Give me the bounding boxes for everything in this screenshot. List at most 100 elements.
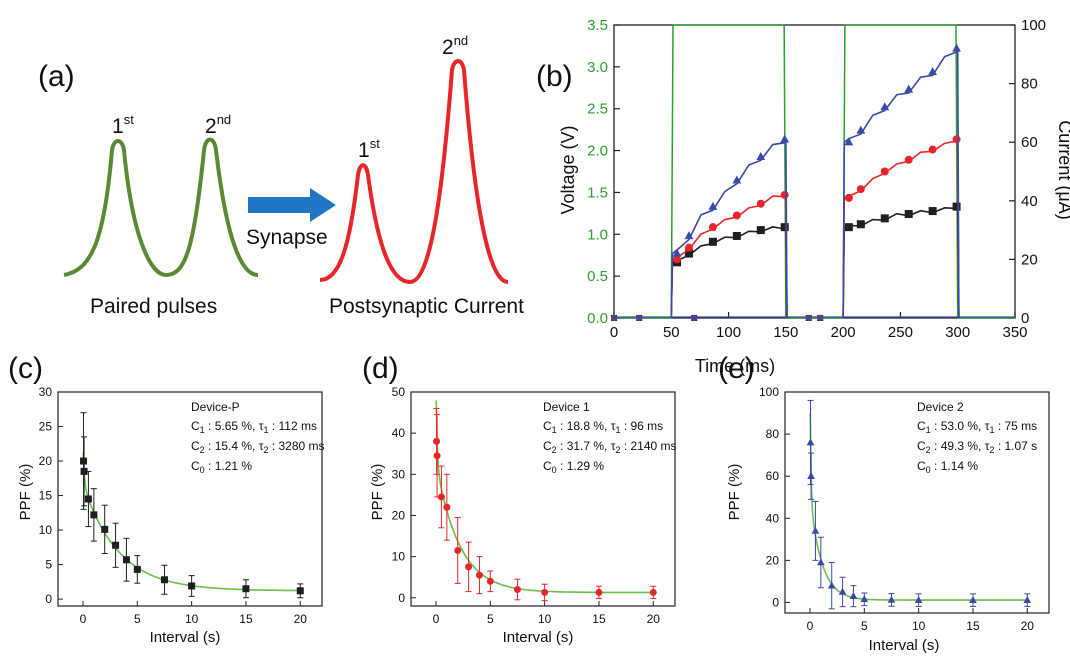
peak-label-2nd: 2nd — [205, 112, 231, 138]
current-marker — [684, 231, 694, 240]
peak-label-1st: 1st — [358, 136, 380, 162]
fit-text: : 31.7 %, — [557, 439, 611, 453]
x-tick-label: 20 — [1021, 619, 1035, 633]
peak-label-sup: st — [124, 112, 135, 127]
current-marker — [952, 202, 961, 211]
y-tick-label-left: 2.5 — [587, 101, 608, 118]
y-tick-label-right: 0 — [1021, 310, 1029, 327]
current-marker — [856, 185, 865, 194]
current-marker — [756, 152, 766, 161]
data-point — [811, 526, 820, 534]
fit-sub: 0 — [926, 465, 931, 475]
fit-text: : 2140 ms — [620, 439, 676, 453]
fit-text: : 49.3 %, — [931, 439, 985, 453]
fit-text: C — [917, 459, 926, 473]
fit-line-3: C0 : 1.29 % — [543, 459, 604, 475]
x-tick-label: 10 — [185, 612, 199, 626]
fit-text: C — [543, 439, 552, 453]
panel-a: (a) Synapse 1st 2nd 1st 2nd Paired pulse… — [38, 33, 524, 318]
y-tick-label: 20 — [392, 508, 406, 522]
fit-sub: 2 — [989, 445, 994, 455]
fit-text: : 1.14 % — [931, 459, 979, 473]
peak-label-text: 2 — [442, 36, 454, 59]
interval-axis-label: Interval (s) — [150, 629, 221, 646]
peak-label-2nd: 2nd — [442, 33, 468, 59]
fit-sub: 2 — [552, 445, 557, 455]
x-tick-label: 50 — [663, 324, 680, 341]
device-name: Device 2 — [917, 400, 964, 414]
y-tick-label: 0 — [398, 591, 405, 605]
device-name: Device-P — [191, 400, 240, 414]
x-tick-label: 15 — [239, 612, 253, 626]
current-line — [842, 136, 960, 319]
arrow-shaft — [248, 197, 312, 213]
y-tick-label: 0 — [45, 592, 52, 606]
data-point — [806, 438, 815, 446]
fit-sub: 2 — [926, 445, 931, 455]
data-point — [443, 503, 451, 511]
current-marker — [732, 175, 742, 184]
time-axis-label: Time (ms) — [695, 356, 775, 376]
y-tick-label-left: 1.0 — [587, 226, 608, 243]
y-tick-label: 30 — [39, 385, 53, 399]
x-tick-label: 5 — [861, 619, 868, 633]
data-point — [595, 588, 603, 596]
fit-parameters: Device 2 C1 : 53.0 %, τ1 : 75 ms C2 : 49… — [917, 400, 1037, 475]
data-point — [80, 457, 88, 465]
current-marker — [732, 211, 741, 220]
x-tick-label: 5 — [134, 612, 141, 626]
x-tick-label: 10 — [912, 619, 926, 633]
current-line — [842, 48, 960, 319]
y-tick-label-left: 3.0 — [587, 59, 608, 76]
data-point — [433, 452, 441, 460]
data-point — [1023, 595, 1032, 603]
ppf-axis-label: PPF (%) — [726, 464, 743, 521]
data-point — [513, 586, 521, 594]
data-point — [465, 563, 473, 571]
fit-line-1: C1 : 5.65 %, τ1 : 112 ms — [191, 419, 317, 435]
fit-text: C — [917, 439, 926, 453]
x-tick-label: 15 — [592, 612, 606, 626]
device-name: Device 1 — [543, 400, 590, 414]
current-marker — [684, 243, 693, 252]
fit-text: τ — [611, 419, 616, 433]
current-marker — [844, 193, 853, 202]
panel-a-label: (a) — [38, 60, 75, 93]
current-marker — [756, 199, 765, 208]
current-marker — [844, 137, 854, 146]
current-marker — [708, 223, 717, 232]
fit-text: C — [543, 419, 552, 433]
fit-sub: 1 — [615, 425, 620, 435]
current-marker — [952, 135, 961, 144]
x-tick-label: 20 — [647, 612, 661, 626]
y-tick-label-left: 3.5 — [587, 17, 608, 34]
fit-text: : 53.0 %, — [931, 419, 985, 433]
y-tick-label: 100 — [759, 385, 779, 399]
panel-c-label: (c) — [8, 352, 43, 385]
data-point — [188, 582, 196, 590]
current-marker — [856, 220, 865, 229]
panel-d-label: (d) — [362, 352, 399, 385]
data-point — [133, 565, 141, 573]
peak-label-text: 2 — [205, 115, 217, 138]
x-tick-label: 300 — [945, 324, 970, 341]
current-marker — [844, 223, 853, 232]
peak-label-1st: 1st — [112, 112, 134, 138]
fit-line-3: C0 : 1.14 % — [917, 459, 978, 475]
current-marker — [880, 102, 890, 111]
data-point — [807, 471, 815, 479]
data-point — [649, 588, 657, 596]
panel-e-label: (e) — [718, 352, 755, 385]
y-tick-label: 20 — [39, 454, 53, 468]
fit-line-2: C2 : 31.7 %, τ2 : 2140 ms — [543, 439, 677, 455]
synapse-arrow — [248, 188, 336, 222]
fit-text: C — [191, 419, 200, 433]
y-tick-label-right: 80 — [1021, 76, 1038, 93]
current-axis-label: Current (μA) — [1055, 120, 1070, 219]
y-tick-label-left: 0.0 — [587, 310, 608, 327]
y-tick-label-left: 2.0 — [587, 143, 608, 160]
